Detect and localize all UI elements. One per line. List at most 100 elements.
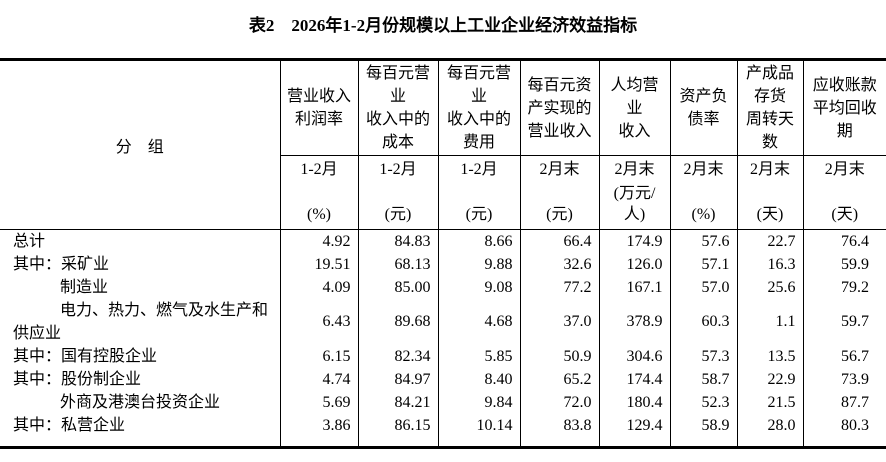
header-row-units: 1-2月 (%) 1-2月 (元) 1-2月 (元) 2月末 (元) 2月末 (万元/ 人… xyxy=(0,155,886,230)
economic-indicators-table: 分 组 营业收入 利润率 每百元营 业 收入中的 成本 每百元营 业 收入中的 … xyxy=(0,58,886,449)
data-cell: 129.4 xyxy=(598,414,670,437)
data-cell: 50.9 xyxy=(519,345,599,368)
data-cell: 37.0 xyxy=(519,299,599,345)
unit-label: (万元/ 人) xyxy=(613,185,656,223)
data-cell: 28.0 xyxy=(736,414,803,437)
column-header-revenue-per-capita: 人均营 业 收入 xyxy=(598,59,670,156)
data-cell: 32.6 xyxy=(519,253,599,276)
data-cell: 76.4 xyxy=(802,229,886,253)
data-cell: 174.4 xyxy=(598,368,670,391)
data-cell: 4.92 xyxy=(279,229,358,253)
table-row-state-holding: 其中：国有控股企业 6.15 82.34 5.85 50.9 304.6 57.… xyxy=(0,345,886,368)
period-label: 1-2月 xyxy=(300,161,338,178)
row-label: 其中：私营企业 xyxy=(13,417,126,434)
data-cell: 56.7 xyxy=(802,345,886,368)
data-cell: 180.4 xyxy=(598,391,670,414)
unit-label: (元) xyxy=(546,206,573,223)
data-cell: 57.1 xyxy=(669,253,737,276)
period-unit-cell: 2月末 (%) xyxy=(669,155,737,230)
data-cell: 73.9 xyxy=(802,368,886,391)
column-header-expense-per-100: 每百元营 业 收入中的 费用 xyxy=(437,59,520,156)
unit-label: (%) xyxy=(691,206,716,223)
period-unit-cell: 1-2月 (%) xyxy=(279,155,358,230)
data-cell: 6.43 xyxy=(279,299,358,345)
unit-label: (天) xyxy=(831,206,859,223)
data-cell: 9.88 xyxy=(437,253,520,276)
row-label: 其中：国有控股企业 xyxy=(13,348,158,365)
data-cell: 80.3 xyxy=(802,414,886,437)
column-header-inventory-turnover-days: 产成品 存货 周转天 数 xyxy=(736,59,803,156)
table-row-utilities: 电力、热力、燃气及水生产和 供应业 6.43 89.68 4.68 37.0 3… xyxy=(0,299,886,345)
period-unit-cell: 1-2月 (元) xyxy=(357,155,438,230)
period-label: 1-2月 xyxy=(460,161,498,178)
data-cell: 79.2 xyxy=(802,276,886,299)
data-cell: 126.0 xyxy=(598,253,670,276)
data-cell: 82.34 xyxy=(357,345,438,368)
data-cell: 84.21 xyxy=(357,391,438,414)
data-cell: 57.3 xyxy=(669,345,737,368)
period-label: 2月末 xyxy=(683,161,724,178)
column-header-debt-ratio: 资产负 债率 xyxy=(669,59,737,156)
spacer-row xyxy=(0,437,886,447)
data-cell: 8.66 xyxy=(437,229,520,253)
data-cell: 87.7 xyxy=(802,391,886,414)
row-label: 电力、热力、燃气及水生产和 供应业 xyxy=(13,302,269,342)
data-cell: 58.7 xyxy=(669,368,737,391)
data-cell: 68.13 xyxy=(357,253,438,276)
period-unit-cell: 2月末 (天) xyxy=(736,155,803,230)
group-column-header: 分 组 xyxy=(0,59,280,230)
column-header-receivables-collection-period: 应收账款 平均回收 期 xyxy=(802,59,886,156)
row-label: 制造业 xyxy=(60,279,109,296)
data-cell: 167.1 xyxy=(598,276,670,299)
data-cell: 22.7 xyxy=(736,229,803,253)
data-cell: 304.6 xyxy=(598,345,670,368)
period-unit-cell: 1-2月 (元) xyxy=(437,155,520,230)
data-cell: 58.9 xyxy=(669,414,737,437)
data-cell: 4.09 xyxy=(279,276,358,299)
unit-label: (天) xyxy=(756,206,784,223)
data-cell: 21.5 xyxy=(736,391,803,414)
data-cell: 84.83 xyxy=(357,229,438,253)
data-cell: 25.6 xyxy=(736,276,803,299)
data-cell: 1.1 xyxy=(736,299,803,345)
table-row-private: 其中：私营企业 3.86 86.15 10.14 83.8 129.4 58.9… xyxy=(0,414,886,437)
data-cell: 84.97 xyxy=(357,368,438,391)
data-cell: 6.15 xyxy=(279,345,358,368)
table-row-total: 总计 4.92 84.83 8.66 66.4 174.9 57.6 22.7 … xyxy=(0,229,886,253)
data-cell: 77.2 xyxy=(519,276,599,299)
unit-label: (%) xyxy=(307,206,331,223)
table-row-manufacturing: 制造业 4.09 85.00 9.08 77.2 167.1 57.0 25.6… xyxy=(0,276,886,299)
data-cell: 9.08 xyxy=(437,276,520,299)
period-label: 2月末 xyxy=(824,161,865,178)
header-row-indicators: 分 组 营业收入 利润率 每百元营 业 收入中的 成本 每百元营 业 收入中的 … xyxy=(0,59,886,230)
data-cell: 60.3 xyxy=(669,299,737,345)
table-title: 表2 2026年1-2月份规模以上工业企业经济效益指标 xyxy=(248,16,638,35)
period-label: 1-2月 xyxy=(379,161,417,178)
data-cell: 59.7 xyxy=(802,299,886,345)
data-cell: 57.6 xyxy=(669,229,737,253)
data-cell: 4.74 xyxy=(279,368,358,391)
data-cell: 3.86 xyxy=(279,414,358,437)
period-label: 2月末 xyxy=(614,161,655,178)
period-label: 2月末 xyxy=(539,161,580,178)
data-cell: 57.0 xyxy=(669,276,737,299)
data-cell: 4.68 xyxy=(437,299,520,345)
data-cell: 10.14 xyxy=(437,414,520,437)
data-cell: 85.00 xyxy=(357,276,438,299)
unit-label: (元) xyxy=(465,206,493,223)
table-row-mining: 其中：采矿业 19.51 68.13 9.88 32.6 126.0 57.1 … xyxy=(0,253,886,276)
column-header-cost-per-100: 每百元营 业 收入中的 成本 xyxy=(357,59,438,156)
period-label: 2月末 xyxy=(749,161,790,178)
period-unit-cell: 2月末 (万元/ 人) xyxy=(598,155,670,230)
data-cell: 66.4 xyxy=(519,229,599,253)
data-cell: 83.8 xyxy=(519,414,599,437)
row-label: 其中：采矿业 xyxy=(13,256,110,273)
data-cell: 65.2 xyxy=(519,368,599,391)
row-label: 外商及港澳台投资企业 xyxy=(60,394,221,411)
row-label: 其中：股份制企业 xyxy=(13,371,142,388)
data-cell: 9.84 xyxy=(437,391,520,414)
data-cell: 174.9 xyxy=(598,229,670,253)
data-cell: 16.3 xyxy=(736,253,803,276)
period-unit-cell: 2月末 (天) xyxy=(802,155,886,230)
data-cell: 89.68 xyxy=(357,299,438,345)
